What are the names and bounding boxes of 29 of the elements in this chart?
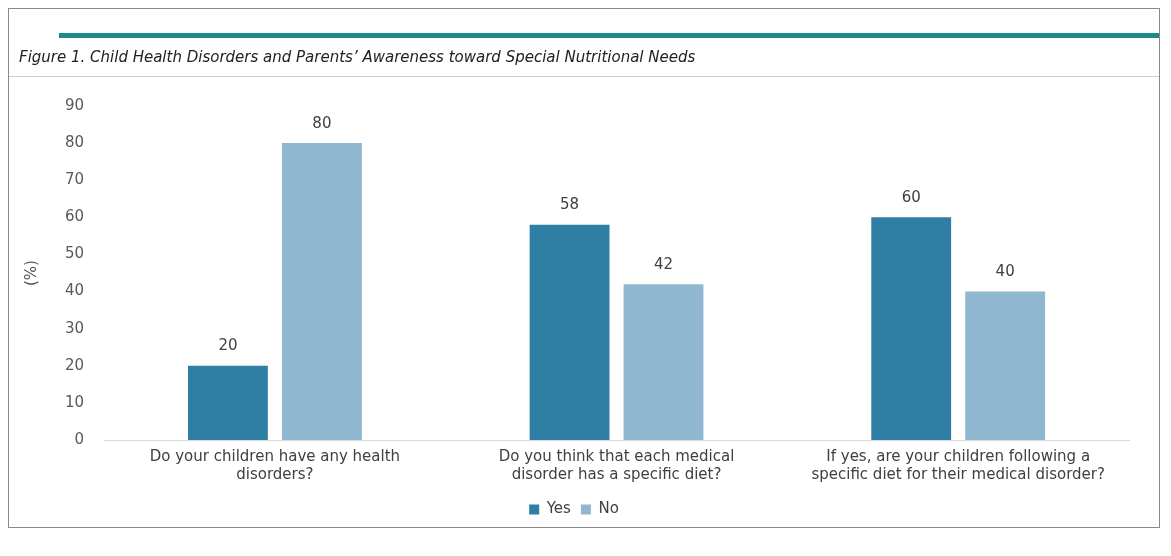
y-axis-title: (%) xyxy=(21,260,40,286)
y-tick-label: 60 xyxy=(64,207,85,226)
data-label: 58 xyxy=(560,195,580,214)
chart-title: Figure 1. Child Health Disorders and Parents’ Awareness toward Special Nutritional Needs xyxy=(9,38,1159,77)
y-tick-label: 50 xyxy=(64,244,85,263)
data-label: 40 xyxy=(995,261,1015,280)
bar xyxy=(871,217,952,440)
x-tick-label: Do you think that each medical disorder has a specific diet? xyxy=(498,446,735,483)
data-label: 42 xyxy=(653,254,674,273)
bar xyxy=(623,284,704,440)
y-tick-label: 70 xyxy=(64,170,85,189)
data-label: 20 xyxy=(218,336,238,355)
y-tick-label: 0 xyxy=(74,429,85,448)
data-label: 60 xyxy=(901,187,921,206)
y-tick-label: 20 xyxy=(64,355,85,374)
y-tick-label: 10 xyxy=(64,392,85,411)
bar xyxy=(281,143,362,440)
y-tick-label: 30 xyxy=(64,318,85,337)
y-tick-label: 40 xyxy=(64,281,85,300)
y-tick-label: 90 xyxy=(64,95,85,114)
bar xyxy=(965,291,1046,440)
data-label: 80 xyxy=(312,113,332,132)
bar xyxy=(188,365,268,440)
legend-label: No xyxy=(598,499,619,518)
x-tick-label: Do your children have any health disorders? xyxy=(149,446,401,483)
x-tick-label: If yes, are your children following a specific diet for their medical disorder? xyxy=(811,446,1105,483)
bar xyxy=(529,224,610,440)
legend-label: Yes xyxy=(545,499,572,518)
y-tick-label: 80 xyxy=(64,133,85,151)
